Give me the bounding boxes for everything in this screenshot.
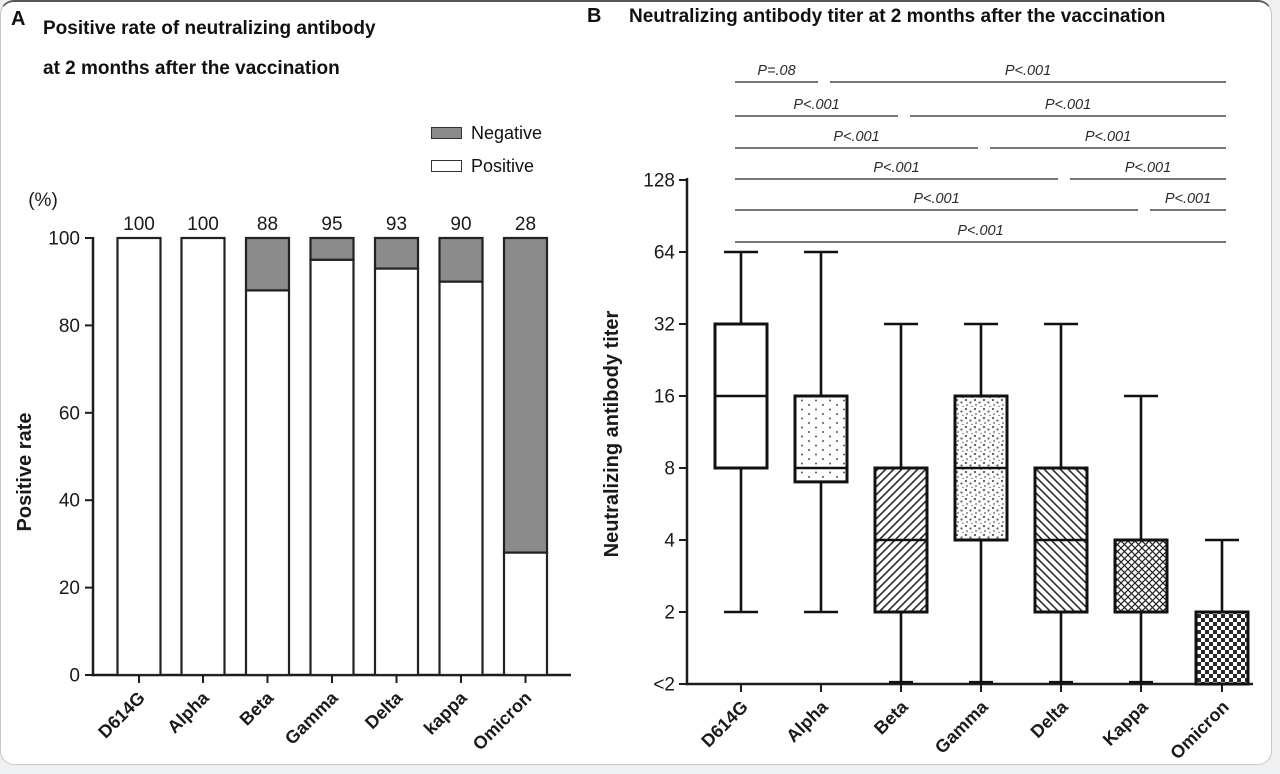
legend-label-negative: Negative — [471, 122, 543, 143]
bar-value-label-kappa: 90 — [450, 214, 471, 235]
panel-a-y-tick-label: 0 — [69, 666, 80, 687]
box-Omicron — [1194, 610, 1250, 686]
p-value-D614G-Gamma: P<.001 — [833, 129, 879, 145]
legend-label-positive: Positive — [471, 155, 535, 176]
bar-positive-Omicron — [502, 551, 549, 677]
panel-b-y-axis-title: Neutralizing antibody titer — [601, 310, 623, 557]
bar-value-label-Delta: 93 — [386, 214, 407, 235]
panel-a-title-line2: at 2 months after the vaccination — [43, 58, 340, 79]
p-value-Gamma-Omicron: P<.001 — [1085, 129, 1131, 145]
legend-item-negative: Negative — [431, 122, 542, 144]
legend-swatch-positive — [431, 160, 462, 172]
panel-b-x-label-Beta: Beta — [870, 696, 912, 738]
bar-negative-Beta — [244, 236, 291, 292]
panel-a-title-line1: Positive rate of neutralizing antibody — [43, 18, 376, 39]
p-value-Kappa-Omicron: P<.001 — [1165, 191, 1211, 207]
panel-a-y-tick-label: 80 — [59, 316, 80, 337]
p-value-Beta-Omicron: P<.001 — [1045, 97, 1091, 113]
p-value-Delta-Omicron: P<.001 — [1125, 160, 1171, 176]
panel-b-y-tick-label: 8 — [664, 459, 675, 480]
p-value-Alpha-Omicron: P<.001 — [1005, 63, 1051, 79]
panel-b-x-label-Omicron: Omicron — [1166, 697, 1232, 763]
bar-negative-Omicron — [502, 236, 549, 554]
panel-b-x-label-Kappa: Kappa — [1099, 696, 1153, 750]
bar-negative-Gamma — [309, 236, 355, 261]
panel-a-title: Positive rate of neutralizing antibody a… — [43, 9, 376, 89]
p-value-D614G-Alpha: P=.08 — [757, 63, 795, 79]
bar-positive-Beta — [244, 289, 291, 677]
panel-a-x-label-D614G: D614G — [94, 688, 148, 742]
bar-positive-D614G — [116, 236, 162, 677]
bar-value-label-Gamma: 95 — [321, 214, 342, 235]
panel-b-y-tick-label: 64 — [654, 243, 676, 264]
panel-b-x-label-D614G: D614G — [697, 697, 751, 751]
panel-a-x-label-Alpha: Alpha — [163, 687, 213, 737]
bar-negative-Delta — [373, 236, 420, 270]
bar-negative-kappa — [438, 236, 484, 283]
panel-a-y-tick-label: 20 — [59, 578, 80, 599]
panel-a-x-label-Omicron: Omicron — [469, 688, 535, 754]
panel-a-y-axis-title: Positive rate — [14, 413, 36, 532]
bar-positive-Gamma — [309, 258, 355, 677]
p-value-D614G-Beta: P<.001 — [793, 97, 839, 113]
p-value-D614G-Omicron: P<.001 — [957, 223, 1003, 239]
bar-positive-Delta — [373, 267, 420, 677]
bar-value-label-Alpha: 100 — [187, 214, 219, 235]
panel-b-y-tick-label: 16 — [654, 387, 675, 408]
bar-positive-Alpha — [180, 236, 226, 677]
p-value-D614G-Kappa: P<.001 — [913, 191, 959, 207]
box-Kappa — [1113, 538, 1169, 614]
panel-b-y-tick-label: 2 — [664, 603, 675, 624]
panel-a-x-label-Gamma: Gamma — [281, 687, 343, 749]
panel-a-y-unit-label: (%) — [28, 190, 58, 211]
panel-a-y-tick-label: 60 — [59, 403, 80, 424]
panel-b-x-label-Gamma: Gamma — [931, 696, 993, 758]
bar-value-label-Omicron: 28 — [515, 214, 536, 235]
p-value-D614G-Delta: P<.001 — [873, 160, 919, 176]
bar-value-label-D614G: 100 — [123, 214, 155, 235]
panel-b-y-tick-label: 4 — [664, 531, 675, 552]
bar-value-label-Beta: 88 — [257, 214, 278, 235]
panel-b-y-tick-label: <2 — [653, 675, 675, 696]
panel-b-y-tick-label: 128 — [643, 171, 675, 192]
panel-b-x-label-Delta: Delta — [1027, 696, 1073, 742]
legend-swatch-negative — [431, 127, 462, 139]
legend-item-positive: Positive — [431, 155, 542, 177]
bar-positive-kappa — [438, 280, 484, 677]
panel-b-title: Neutralizing antibody titer at 2 months … — [629, 6, 1166, 27]
panel-b-letter: B — [587, 5, 602, 27]
panel-a-y-tick-label: 100 — [48, 229, 80, 250]
panel-a-x-label-Delta: Delta — [361, 687, 407, 733]
panel-a-y-tick-label: 40 — [59, 491, 80, 512]
panel-a-x-label-kappa: kappa — [420, 687, 472, 739]
panel-a-x-label-Beta: Beta — [236, 687, 278, 729]
legend: Negative Positive — [431, 122, 542, 188]
panel-b-y-tick-label: 32 — [654, 315, 675, 336]
panel-b-x-label-Alpha: Alpha — [782, 696, 832, 746]
panel-a-letter: A — [11, 8, 26, 30]
